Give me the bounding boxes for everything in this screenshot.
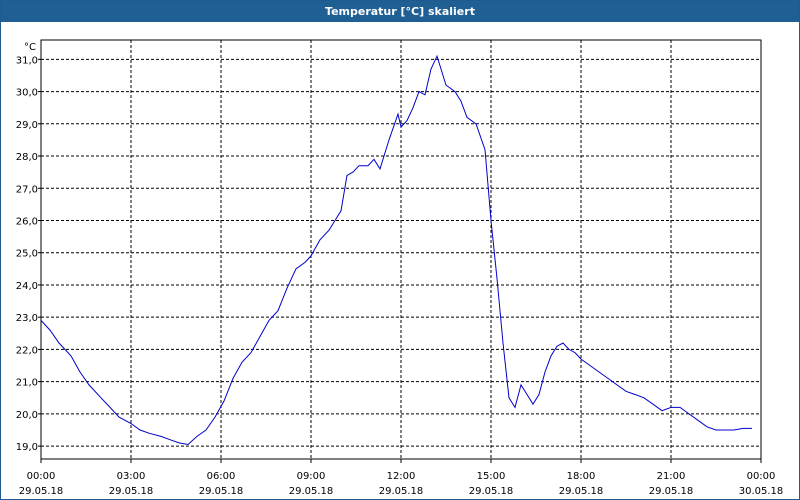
x-axis-ticks: 00:00 29.05.18 03:00 29.05.18 06:00 29.05.18 0… — [19, 459, 784, 497]
y-tick-label: 29,0 — [16, 120, 38, 131]
y-tick-label: 24,0 — [16, 281, 38, 292]
x-tick-time-label: 09:00 — [297, 471, 326, 482]
y-axis-ticks: 19,0 20,0 21,0 22,0 23,0 24,0 25,0 26,0 27,0 28,0… — [16, 55, 41, 453]
y-tick-label: 30,0 — [16, 88, 38, 99]
y-tick-label: 22,0 — [16, 345, 38, 356]
x-tick-date-label: 29.05.18 — [19, 486, 64, 497]
x-tick-date-label: 29.05.18 — [199, 486, 244, 497]
x-tick-date-label: 29.05.18 — [289, 486, 334, 497]
x-tick-date-label: 29.05.18 — [469, 486, 514, 497]
x-tick-time-label: 06:00 — [207, 471, 236, 482]
x-tick-time-label: 18:00 — [567, 471, 596, 482]
y-tick-label: 19,0 — [16, 442, 38, 453]
y-tick-label: 27,0 — [16, 184, 38, 195]
x-tick-time-label: 15:00 — [477, 471, 506, 482]
x-tick-date-label: 29.05.18 — [379, 486, 424, 497]
y-tick-label: 20,0 — [16, 410, 38, 421]
x-tick-date-label: 30.05.18 — [739, 486, 784, 497]
x-tick-time-label: 00:00 — [27, 471, 56, 482]
y-tick-label: 23,0 — [16, 313, 38, 324]
y-tick-label: 26,0 — [16, 216, 38, 227]
x-tick-date-label: 29.05.18 — [559, 486, 604, 497]
y-tick-label: 28,0 — [16, 152, 38, 163]
y-tick-label: 25,0 — [16, 249, 38, 260]
x-tick-date-label: 29.05.18 — [109, 486, 154, 497]
window-title: Temperatur [°C] skaliert — [1, 1, 799, 22]
chart-grid — [41, 40, 761, 459]
y-axis-label: °C — [24, 42, 36, 53]
x-tick-time-label: 00:00 — [747, 471, 776, 482]
x-tick-date-label: 29.05.18 — [649, 486, 694, 497]
y-tick-label: 21,0 — [16, 378, 38, 389]
y-tick-label: 31,0 — [16, 55, 38, 66]
temperature-line — [40, 54, 752, 446]
x-tick-time-label: 12:00 — [387, 471, 416, 482]
x-tick-time-label: 21:00 — [657, 471, 686, 482]
x-tick-time-label: 03:00 — [117, 471, 146, 482]
